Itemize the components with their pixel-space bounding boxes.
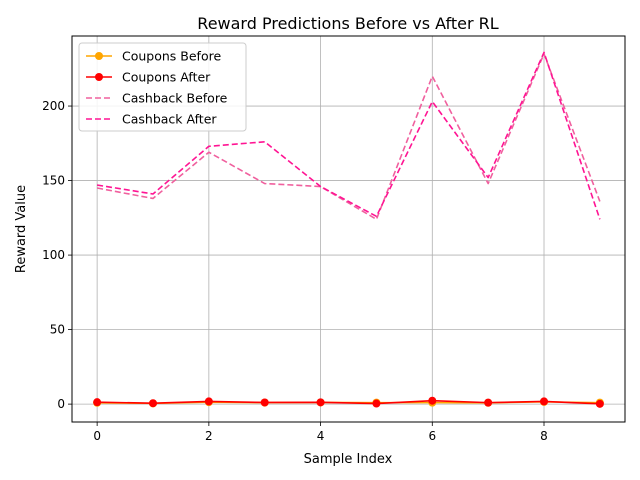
y-ticks: 0 50 100 150 200: [42, 99, 72, 411]
legend-label-coupons-before: Coupons Before: [122, 49, 221, 64]
cashback-after-line: [97, 51, 601, 220]
cashback-before-line: [96, 53, 601, 221]
coupons-after-point: [484, 398, 493, 407]
legend-label-coupons-after: Coupons After: [122, 70, 211, 85]
y-axis-label: Reward Value: [14, 185, 29, 273]
coupons-after-point: [595, 399, 604, 408]
x-tick-label: 6: [428, 429, 436, 443]
coupons-after-point: [204, 397, 213, 406]
coupons-after-point: [148, 399, 157, 408]
coupons-after-point: [540, 397, 549, 406]
plot-frame: [71, 35, 626, 423]
coupons-after-point: [428, 396, 437, 405]
coupons-after-point: [260, 398, 269, 407]
y-tick-label: 100: [42, 248, 65, 262]
legend-box: [78, 42, 247, 132]
x-tick-label: 0: [93, 429, 101, 443]
x-tick-label: 2: [205, 429, 213, 443]
legend-marker-coupons-after: [95, 73, 103, 81]
legend-label-cashback-before: Cashback Before: [122, 91, 228, 106]
legend: Coupons Before Coupons After Cashback Befo…: [78, 42, 247, 132]
y-tick-label: 200: [42, 99, 65, 113]
coupons-after-point: [93, 398, 102, 407]
plot-series: [93, 51, 604, 408]
x-axis-label: Sample Index: [304, 452, 393, 467]
y-tick-label: 50: [50, 323, 65, 337]
grid: [72, 36, 625, 422]
coupons-after-point: [372, 399, 381, 408]
x-tick-label: 4: [317, 429, 325, 443]
x-ticks: 0 2 4 6 8: [93, 422, 548, 443]
coupons-after-point: [316, 398, 325, 407]
coupons-after-line: [97, 399, 600, 405]
legend-marker-coupons-before: [95, 52, 103, 60]
legend-label-cashback-after: Cashback After: [122, 112, 217, 127]
y-tick-label: 0: [57, 397, 65, 411]
chart-title: Reward Predictions Before vs After RL: [197, 14, 498, 33]
x-tick-label: 8: [540, 429, 548, 443]
y-tick-label: 150: [42, 174, 65, 188]
